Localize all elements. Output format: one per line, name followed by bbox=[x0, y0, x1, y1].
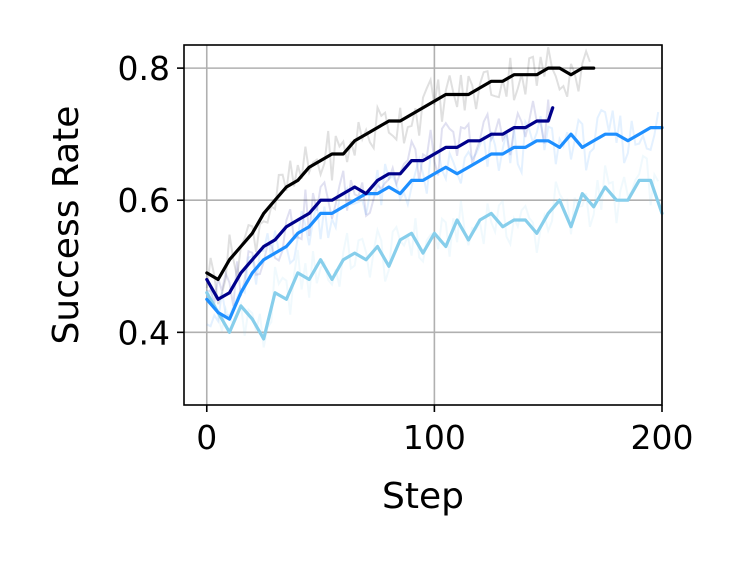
series-line bbox=[205, 125, 664, 321]
y-tick-label: 0.8 bbox=[118, 49, 170, 88]
series-line bbox=[205, 66, 596, 282]
y-tick-label: 0.6 bbox=[118, 181, 170, 220]
variance-bands bbox=[205, 47, 660, 348]
series-line bbox=[205, 178, 664, 341]
x-tick-label: 0 bbox=[196, 418, 217, 457]
plot-frame bbox=[183, 44, 663, 406]
y-tick-label: 0.4 bbox=[118, 313, 170, 352]
series-line bbox=[205, 106, 555, 301]
ticks: 0 100 200 0.4 0.6 0.8 bbox=[118, 49, 694, 457]
series-lines bbox=[205, 66, 664, 341]
raw-series-trace bbox=[205, 47, 591, 305]
x-tick-label: 200 bbox=[631, 418, 694, 457]
raw-series-trace bbox=[206, 99, 553, 307]
x-axis-label: Step bbox=[382, 476, 464, 517]
x-tick-label: 100 bbox=[403, 418, 466, 457]
y-axis-label: Success Rate bbox=[46, 106, 87, 345]
